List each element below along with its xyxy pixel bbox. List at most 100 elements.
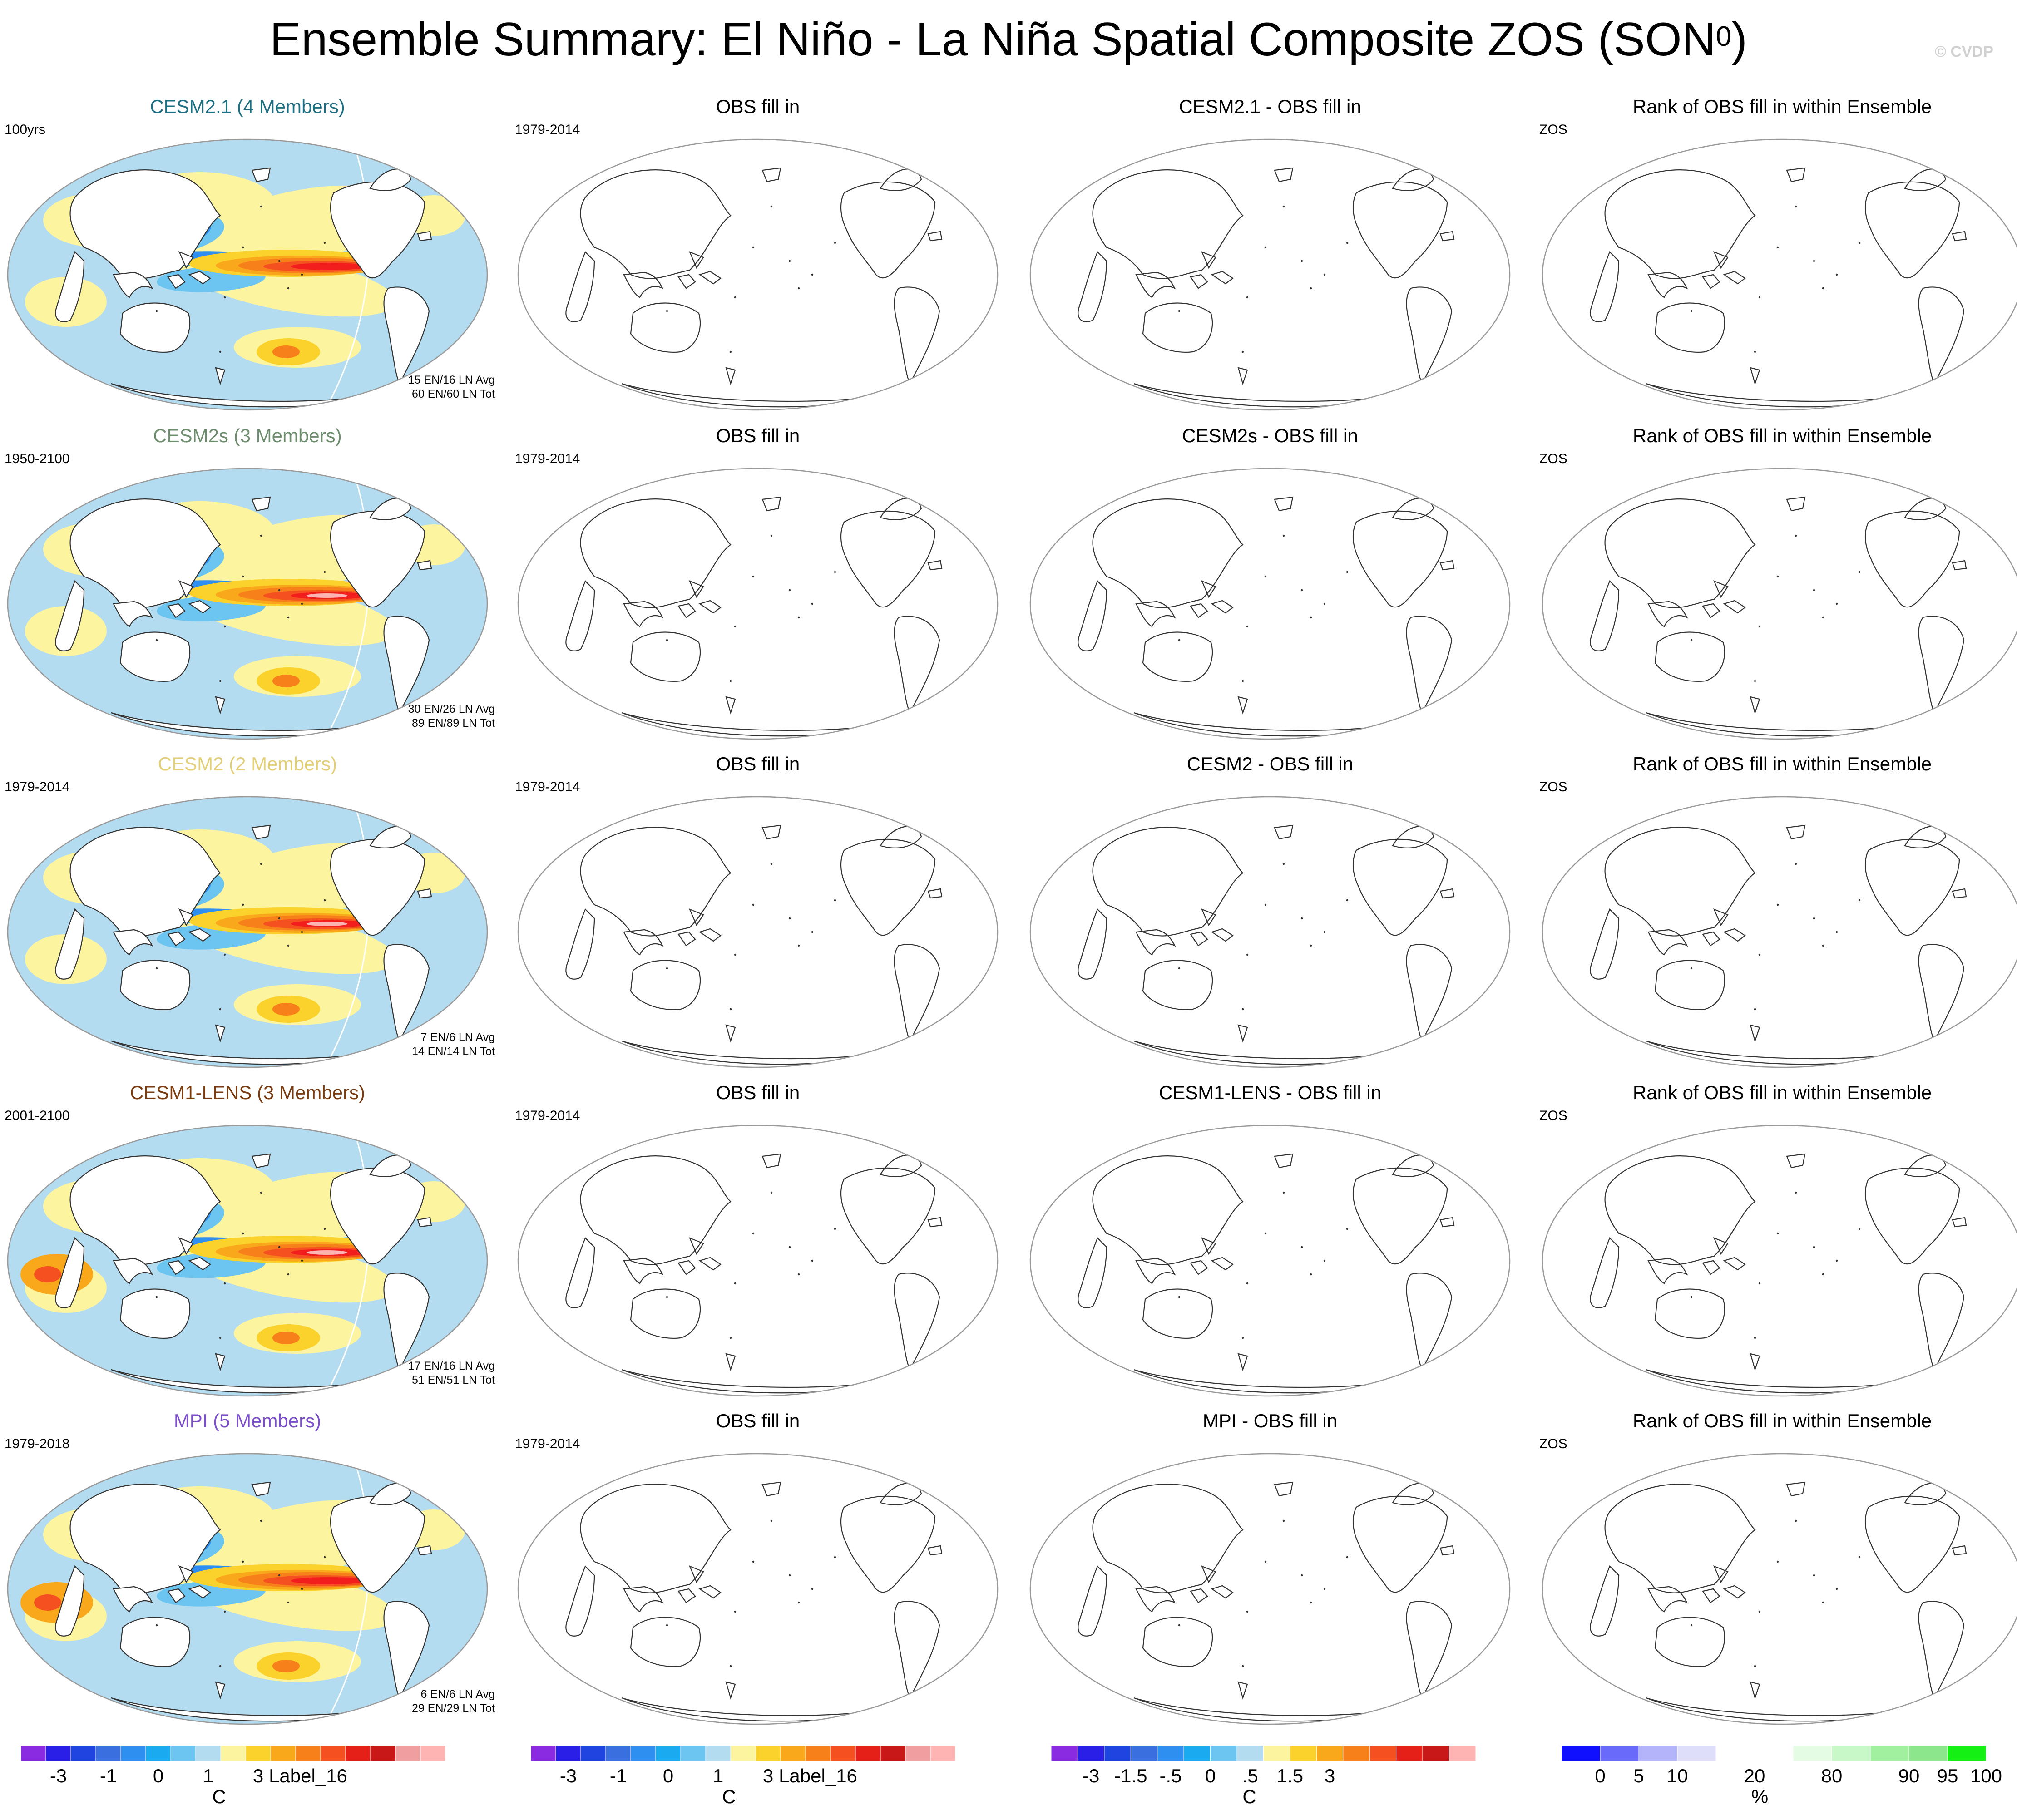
difference-title: CESM1-LENS - OBS fill in — [1158, 1082, 1382, 1103]
colorbar-swatch — [420, 1745, 446, 1761]
colorbar-swatch — [905, 1745, 931, 1761]
colorbar-swatch — [1870, 1745, 1909, 1761]
colorbar-tick-label: -3 — [49, 1765, 67, 1786]
colorbar-swatch — [145, 1745, 171, 1761]
rank-panel: Rank of OBS fill in within Ensemble ZOS — [1539, 95, 2017, 422]
obs-panel: OBS fill in 1979-2014 — [515, 1410, 1026, 1736]
colorbar-swatch — [755, 1745, 781, 1761]
event-total-count: 60 EN/60 LN Tot — [412, 388, 495, 400]
colorbar-swatch — [705, 1745, 731, 1761]
colorbar-swatch — [555, 1745, 581, 1761]
model-panel: CESM2.1 (4 Members) 100yrs 15 EN/16 LN Avg… — [5, 95, 515, 422]
composite-map — [7, 1453, 488, 1725]
colorbar-swatch — [1343, 1745, 1370, 1761]
colorbar-swatch — [95, 1745, 121, 1761]
colorbar-swatch — [680, 1745, 706, 1761]
model-years: 1950-2100 — [5, 451, 70, 466]
cvdp-watermark: © CVDP — [1935, 43, 1993, 60]
blank-map — [517, 796, 999, 1068]
colorbar-unit: C — [722, 1786, 736, 1807]
colorbar-tick-label: 0 — [153, 1765, 164, 1786]
colorbar-swatch — [1947, 1745, 1987, 1761]
difference-panel: CESM2s - OBS fill in — [1027, 424, 1538, 751]
obs-years: 1979-2014 — [515, 1436, 580, 1451]
rank-panel: Rank of OBS fill in within Ensemble ZOS — [1539, 1081, 2017, 1408]
colorbar-tick-label: Label_16 — [779, 1765, 857, 1786]
colorbar-swatch — [1130, 1745, 1158, 1761]
blank-map — [1542, 1125, 2017, 1397]
colorbar-swatch — [1290, 1745, 1317, 1761]
colorbar-swatch — [1831, 1745, 1871, 1761]
colorbar-swatch — [220, 1745, 246, 1761]
colorbar-swatch — [1422, 1745, 1450, 1761]
colorbar-swatch — [1754, 1745, 1794, 1761]
colorbar-swatch — [1715, 1745, 1755, 1761]
colorbar-swatch — [70, 1745, 96, 1761]
colorbar: -3 -1.5 -.5 0 .5 1.5 3 C — [1051, 1745, 1562, 1817]
colorbar-swatch — [1316, 1745, 1344, 1761]
rank-variable-label: ZOS — [1539, 1436, 1567, 1451]
colorbar-swatch — [1104, 1745, 1131, 1761]
event-total-count: 14 EN/14 LN Tot — [412, 1045, 495, 1058]
colorbar-swatch — [370, 1745, 396, 1761]
obs-title: OBS fill in — [716, 1082, 800, 1103]
rank-variable-label: ZOS — [1539, 451, 1567, 466]
colorbar-tick-label: 3 — [1324, 1765, 1335, 1786]
colorbar-tick-label: .5 — [1242, 1765, 1258, 1786]
colorbar-swatch — [1561, 1745, 1601, 1761]
figure-title: Ensemble Summary: El Niño - La Niña Spat… — [0, 10, 2017, 69]
colorbar-swatch — [320, 1745, 346, 1761]
blank-map — [1542, 138, 2017, 411]
model-panel: CESM1-LENS (3 Members) 2001-2100 17 EN/16 … — [5, 1081, 515, 1408]
colorbar-swatch — [1396, 1745, 1423, 1761]
colorbar-tick-label: Label_16 — [269, 1765, 347, 1786]
colorbar: 0 5 10 20 80 90 95 100% — [1561, 1745, 2017, 1817]
colorbar-swatch — [120, 1745, 146, 1761]
model-panel: CESM2 (2 Members) 1979-2014 7 EN/6 LN Avg 1… — [5, 753, 515, 1080]
obs-years: 1979-2014 — [515, 451, 580, 466]
colorbar-swatch — [1793, 1745, 1832, 1761]
difference-panel: CESM2 - OBS fill in — [1027, 753, 1538, 1080]
colorbar-swatch — [295, 1745, 321, 1761]
colorbar-tick-label: 95 — [1937, 1765, 1958, 1786]
model-years: 2001-2100 — [5, 1108, 70, 1123]
event-average-count: 7 EN/6 LN Avg — [420, 1031, 495, 1044]
colorbar: -3 -1 0 1 3 Label_16 C — [20, 1745, 531, 1817]
colorbar-unit: C — [212, 1786, 226, 1807]
composite-map — [7, 468, 488, 740]
difference-panel: CESM2.1 - OBS fill in — [1027, 95, 1538, 422]
blank-map — [1542, 468, 2017, 740]
colorbar-tick-label: 5 — [1633, 1765, 1644, 1786]
colorbar-tick-label: 0 — [1205, 1765, 1216, 1786]
colorbar-swatch — [1210, 1745, 1237, 1761]
blank-map — [517, 138, 999, 411]
blank-map — [1029, 1125, 1511, 1397]
colorbar-swatch — [1369, 1745, 1397, 1761]
figure-title-end: ) — [1731, 13, 1747, 66]
rank-panel: Rank of OBS fill in within Ensemble ZOS — [1539, 753, 2017, 1080]
model-years: 1979-2014 — [5, 779, 70, 794]
colorbar-swatch — [730, 1745, 756, 1761]
colorbar-swatch — [655, 1745, 681, 1761]
colorbar-swatch — [1183, 1745, 1211, 1761]
colorbar-swatch — [245, 1745, 271, 1761]
blank-map — [1029, 138, 1511, 411]
difference-panel: MPI - OBS fill in — [1027, 1410, 1538, 1736]
colorbar-tick-label: 80 — [1821, 1765, 1843, 1786]
colorbar-swatch — [880, 1745, 906, 1761]
obs-panel: OBS fill in 1979-2014 — [515, 95, 1026, 422]
colorbar-tick-label: -3 — [1082, 1765, 1100, 1786]
event-average-count: 6 EN/6 LN Avg — [420, 1688, 495, 1701]
blank-map — [517, 1453, 999, 1725]
colorbar-swatch — [1263, 1745, 1290, 1761]
blank-map — [1029, 468, 1511, 740]
model-title: CESM1-LENS (3 Members) — [129, 1082, 366, 1103]
colorbar-swatch — [1236, 1745, 1264, 1761]
colorbar-swatch — [170, 1745, 196, 1761]
colorbar-unit: C — [1242, 1786, 1256, 1807]
colorbar-swatches — [530, 1745, 956, 1761]
difference-title: CESM2.1 - OBS fill in — [1179, 96, 1361, 117]
colorbar-swatch — [1600, 1745, 1639, 1761]
blank-map — [1029, 796, 1511, 1068]
rank-title: Rank of OBS fill in within Ensemble — [1632, 425, 1932, 446]
